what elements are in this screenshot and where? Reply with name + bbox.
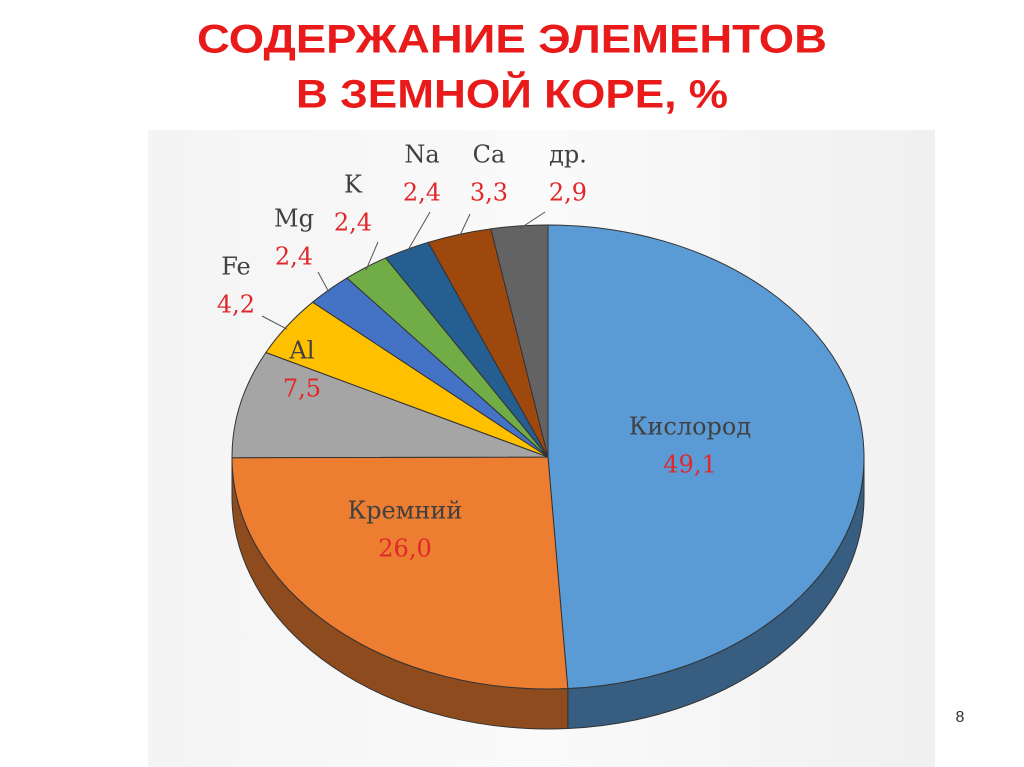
leader-line xyxy=(406,211,431,253)
slice-name: Fe xyxy=(221,253,251,281)
value-label: 2,4 xyxy=(275,243,313,271)
slice-name: Кислород xyxy=(629,413,751,441)
slice-name: K xyxy=(344,171,363,199)
value-label: 49,1 xyxy=(663,451,716,479)
value-label: 2,4 xyxy=(334,209,372,237)
slice-name: Mg xyxy=(274,205,314,233)
slice xyxy=(547,224,865,690)
chart-title: СОДЕРЖАНИЕ ЭЛЕМЕНТОВ xyxy=(197,18,827,62)
slice-name: Al xyxy=(288,337,314,365)
slice-name: Na xyxy=(404,141,439,169)
page-number: 8 xyxy=(956,709,965,726)
slice xyxy=(231,351,549,459)
slice xyxy=(231,456,569,690)
leader-line xyxy=(317,271,330,293)
slice-name: др. xyxy=(549,141,587,169)
leader-line xyxy=(365,241,379,271)
value-label: 7,5 xyxy=(283,375,321,403)
value-label: 4,2 xyxy=(217,291,255,319)
slice xyxy=(490,224,549,458)
slice-name: Ca xyxy=(473,141,506,169)
slice-name: Кремний xyxy=(348,497,463,525)
value-label: 26,0 xyxy=(378,535,431,563)
value-label: 2,4 xyxy=(403,179,441,207)
value-label: 3,3 xyxy=(470,179,508,207)
leader-line xyxy=(261,315,288,330)
leader-line xyxy=(519,211,546,230)
value-label: 2,9 xyxy=(549,179,587,207)
chart-title: В ЗЕМНОЙ КОРЕ, % xyxy=(296,71,728,117)
leader-line xyxy=(458,213,471,238)
